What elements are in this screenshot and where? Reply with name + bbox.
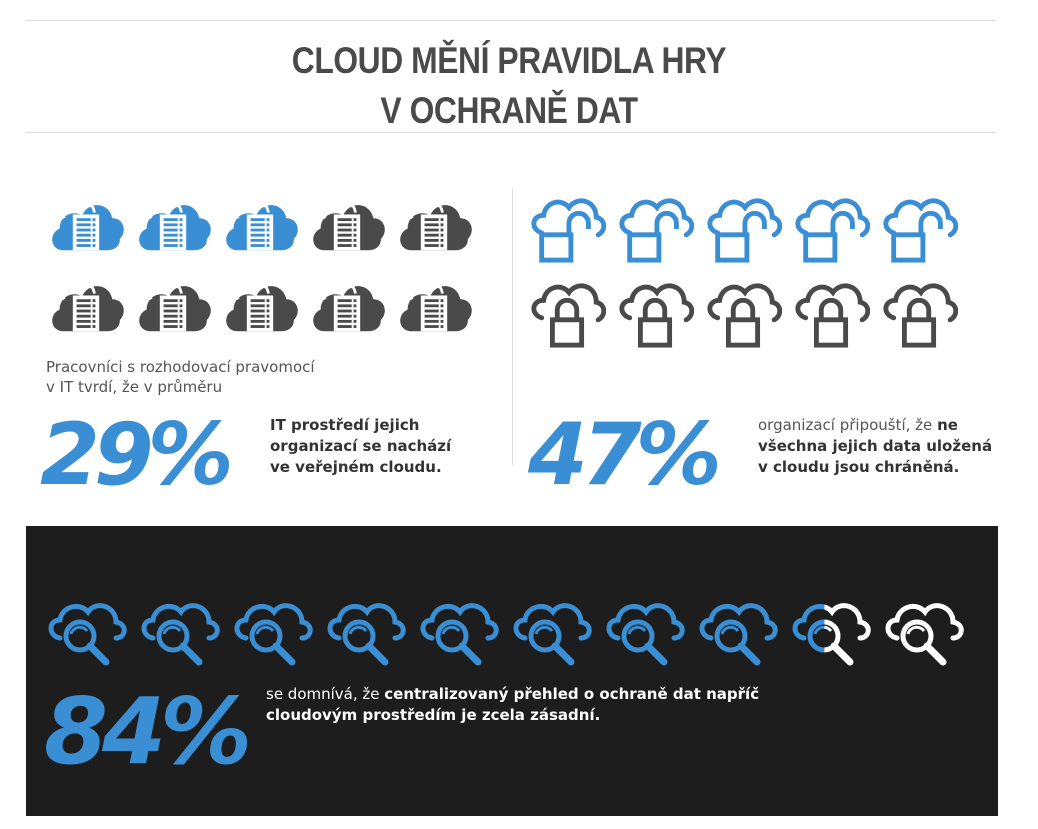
title-bottom-rule <box>26 132 996 133</box>
cloud-server-icon <box>226 193 298 251</box>
cloud-unlocked-padlock-icon <box>531 198 606 263</box>
cloud-locked-padlock-icon <box>795 283 870 348</box>
stat1-intro: Pracovníci s rozhodovací pravomocí v IT … <box>46 357 366 397</box>
stat1-description: IT prostředí jejich organizací se nacház… <box>270 415 500 478</box>
stat1-desc-line2: organizací se nachází <box>270 437 452 455</box>
cloud-server-icon <box>400 193 472 251</box>
cloud-locked-padlock-icon <box>707 283 782 348</box>
stat2-description: organizací připouští, že ne všechna jeji… <box>758 415 998 478</box>
cloud-search-icon <box>420 603 499 666</box>
stat2-desc-normal: organizací připouští, že <box>758 416 938 434</box>
title-line-1: CLOUD MĚNÍ PRAVIDLA HRY <box>291 40 727 81</box>
stat3-percentage: 84% <box>44 678 252 785</box>
cloud-search-icon <box>234 603 313 666</box>
cloud-search-icon <box>327 603 406 666</box>
cloud-server-icon <box>313 274 385 332</box>
cloud-locked-padlock-icon <box>883 283 958 348</box>
stat2-desc-line3: v cloudu jsou chráněná. <box>758 458 960 476</box>
cloud-search-icon <box>792 603 871 666</box>
top-rule <box>26 20 996 21</box>
cloud-server-icon <box>313 193 385 251</box>
cloud-server-icon <box>226 274 298 332</box>
cloud-unlocked-padlock-icon <box>883 198 958 263</box>
cloud-server-icon <box>52 274 124 332</box>
cloud-server-icon <box>52 193 124 251</box>
cloud-search-icon <box>699 603 778 666</box>
cloud-search-icon <box>606 603 685 666</box>
stat3-desc-bold1: centralizovaný přehled o ochraně dat nap… <box>384 685 760 703</box>
stat1-intro-line2: v IT tvrdí, že v průměru <box>46 378 223 396</box>
cloud-search-icon <box>48 603 127 666</box>
stat1-intro-line1: Pracovníci s rozhodovací pravomocí <box>46 358 315 376</box>
cloud-server-icon <box>139 274 211 332</box>
cloud-search-icon <box>885 603 964 666</box>
cloud-server-icon <box>139 193 211 251</box>
dark-panel: 84% se domnívá, že centralizovaný přehle… <box>26 526 998 816</box>
stat3-description: se domnívá, že centralizovaný přehled o … <box>266 684 826 726</box>
stat1-desc-line3: ve veřejném cloudu. <box>270 458 442 476</box>
cloud-locked-padlock-icon <box>531 283 606 348</box>
stat1-percentage: 29% <box>40 405 234 505</box>
stat1-desc-line1: IT prostředí jejich <box>270 416 420 434</box>
page-title: CLOUD MĚNÍ PRAVIDLA HRY V OCHRANĚ DAT <box>71 36 946 136</box>
stat2-desc-line2: všechna jejich data uložená <box>758 437 993 455</box>
cloud-unlocked-padlock-icon <box>619 198 694 263</box>
vertical-divider <box>512 188 513 465</box>
stat2-percentage: 47% <box>528 405 722 505</box>
cloud-server-icon <box>400 274 472 332</box>
cloud-search-icon <box>513 603 592 666</box>
cloud-locked-padlock-icon <box>619 283 694 348</box>
cloud-search-icon <box>141 603 220 666</box>
stat3-desc-line2: cloudovým prostředím je zcela zásadní. <box>266 706 601 724</box>
cloud-unlocked-padlock-icon <box>795 198 870 263</box>
cloud-unlocked-padlock-icon <box>707 198 782 263</box>
title-line-2: V OCHRANĚ DAT <box>380 90 638 131</box>
stat3-desc-normal: se domnívá, že <box>266 685 385 703</box>
stat2-desc-bold1: ne <box>937 416 958 434</box>
